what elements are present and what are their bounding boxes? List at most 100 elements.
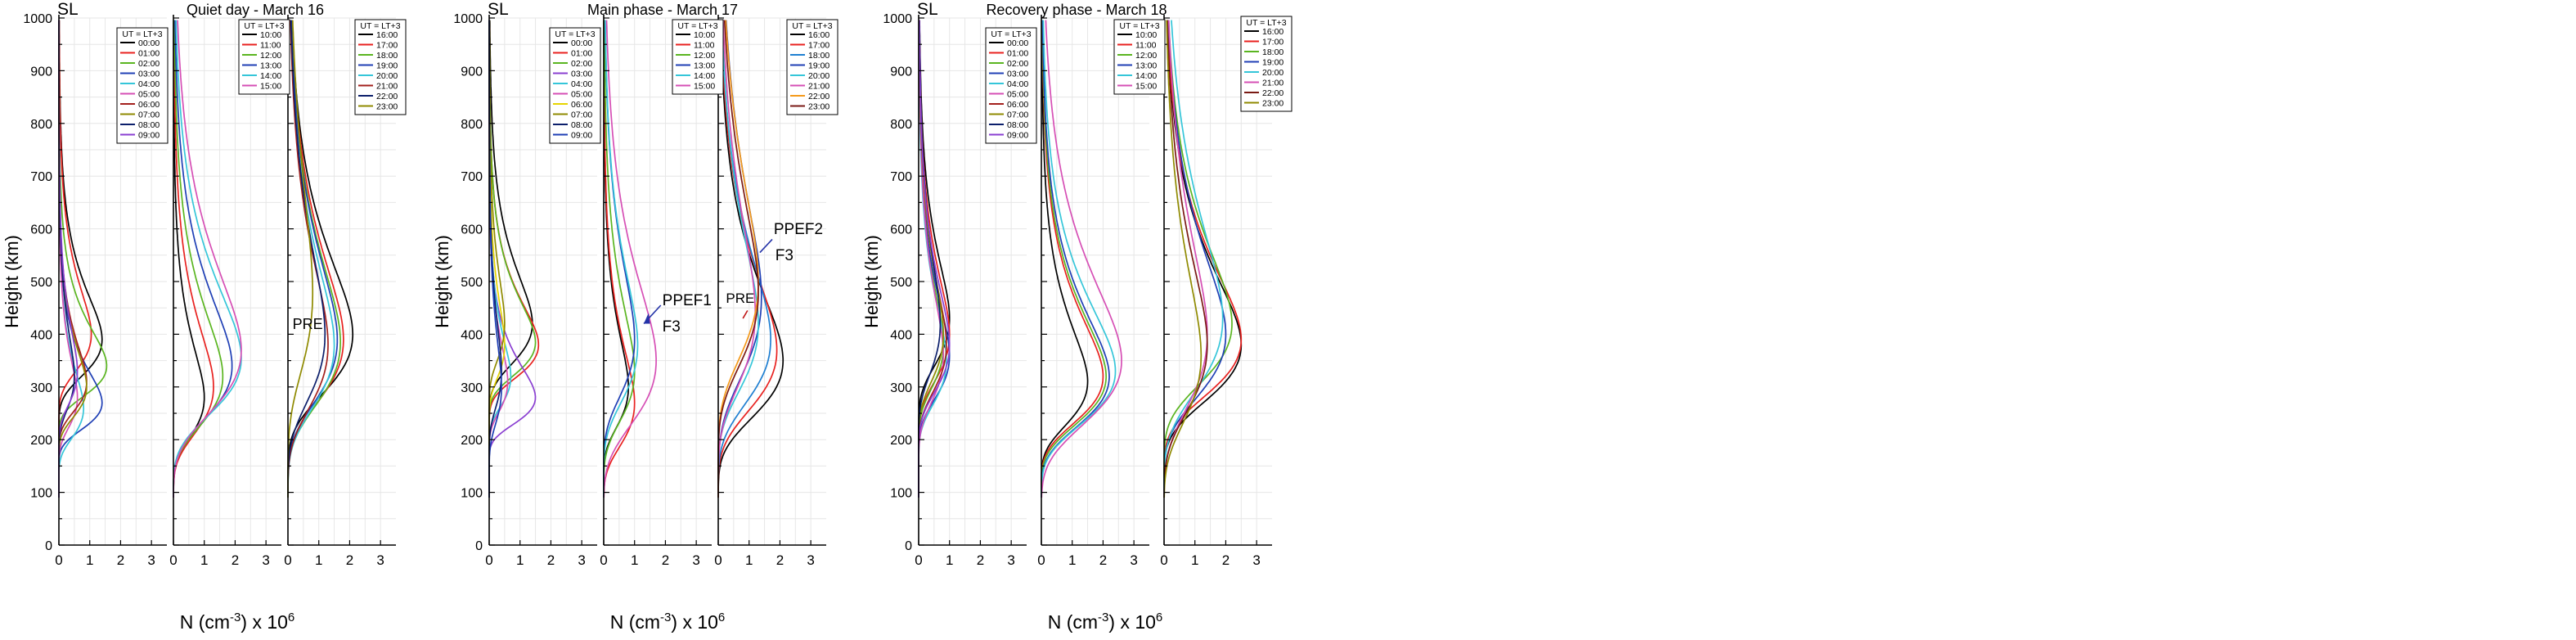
legend-label: 13:00 [694,61,715,71]
legend-label: 15:00 [260,82,281,92]
grid-layer [59,17,1272,545]
legend-box [672,19,724,95]
profile-line-1500 [1041,20,1122,498]
x-tick-label: 1 [86,552,93,568]
profile-line-2300 [287,20,314,498]
x-tick-label: 1 [516,552,524,568]
legend-label: 03:00 [138,70,160,79]
legend-label: 16:00 [1262,27,1284,37]
profile-line-2300 [717,20,759,498]
legend-label: 11:00 [694,41,715,51]
x-tick-label: 0 [600,552,607,568]
y-tick-label: 500 [890,276,912,290]
legend-label: 17:00 [808,41,829,51]
legend-label: 11:00 [260,41,281,51]
y-tick-label: 0 [475,539,483,553]
x-axis-label-part: ) x 10 [241,611,288,633]
legend-label: 07:00 [138,110,160,120]
x-tick-label: 2 [346,552,353,568]
y-tick-label: 800 [30,118,52,132]
legend-label: 16:00 [808,30,829,40]
x-tick-label: 1 [1068,552,1076,568]
legend-title: UT = LT+3 [677,21,717,31]
y-tick-label: 900 [461,65,483,79]
annotation-arrowhead [644,313,650,324]
y-tick-label: 1000 [453,12,483,26]
legend-label: 05:00 [571,90,592,100]
profile-line-2100 [287,20,329,498]
y-tick-label: 400 [30,328,52,342]
legend-label: 23:00 [808,102,829,112]
location-label: SL [488,0,509,19]
legend-label: 13:00 [260,61,281,71]
legend-title: UT = LT+3 [991,29,1031,39]
profile-line-1500 [173,20,242,498]
x-tick-label: 2 [662,552,669,568]
annotation-f3: F3 [663,318,681,336]
y-tick-label: 1000 [23,12,52,26]
profile-lines-layer [58,20,1243,498]
legend-label: 08:00 [138,120,160,130]
legend-label: 01:00 [138,49,160,59]
legend-label: 01:00 [571,49,592,59]
legend-label: 02:00 [571,59,592,69]
x-tick-label: 0 [284,552,291,568]
profile-line-0000 [58,20,103,498]
legend-label: 21:00 [1262,79,1284,88]
annotation-arrow [742,310,749,319]
x-axis-label-part: ) x 10 [671,611,718,633]
x-tick-label: 3 [1007,552,1014,568]
legend-box [354,19,407,115]
x-tick-label: 2 [117,552,124,568]
x-tick-label: 3 [376,552,384,568]
legend-label: 09:00 [1007,131,1028,141]
legend-label: 15:00 [694,82,715,92]
chart-title: Main phase - March 17 [587,2,738,18]
x-axis-label-part: N (cm [1048,611,1098,633]
x-axis-label-sup: 6 [288,611,294,624]
x-tick-label: 1 [631,552,638,568]
legend-label: 20:00 [808,71,829,81]
x-axis-label: N (cm-3) x 106 [180,611,295,633]
x-tick-label: 1 [315,552,322,568]
y-tick-label: 200 [461,434,483,448]
x-tick-label: 2 [232,552,239,568]
y-tick-label: 0 [905,539,912,553]
legend-label: 09:00 [571,131,592,141]
profile-line-2200 [1163,20,1208,498]
legend-label: 07:00 [571,110,592,120]
legend-title: UT = LT+3 [244,21,284,31]
profile-line-2000 [1163,20,1224,498]
x-tick-label: 3 [807,552,814,568]
legend-label: 12:00 [1135,51,1157,61]
legend-label: 06:00 [571,100,592,110]
y-tick-label: 900 [30,65,52,79]
x-tick-label: 0 [1037,552,1045,568]
x-tick-label: 0 [55,552,62,568]
legend-label: 08:00 [1007,120,1028,130]
legend-title: UT = LT+3 [792,21,832,31]
annotation-ppef1: PPEF1 [663,292,712,309]
legend-label: 18:00 [808,51,829,61]
chart-title: Recovery phase - March 18 [986,2,1167,18]
legend-title: UT = LT+3 [122,29,162,39]
legend-label: 16:00 [376,30,398,40]
x-axis-label-part: N (cm [610,611,660,633]
legend-label: 12:00 [694,51,715,61]
axes-layer [58,15,1272,546]
legend-box [786,19,838,115]
legend-label: 06:00 [1007,100,1028,110]
profile-line-2300 [1163,20,1203,498]
y-axis-label: Height (km) [861,235,882,328]
x-axis-label: N (cm-3) x 106 [1048,611,1163,633]
y-tick-label: 200 [30,434,52,448]
x-axis-label-sup: 6 [718,611,725,624]
legend-label: 02:00 [1007,59,1028,69]
legend-label: 00:00 [571,38,592,48]
legend-label: 18:00 [1262,47,1284,57]
legend-label: 23:00 [1262,99,1284,109]
chart-title: Quiet day - March 16 [187,2,324,18]
legend-label: 00:00 [1007,38,1028,48]
